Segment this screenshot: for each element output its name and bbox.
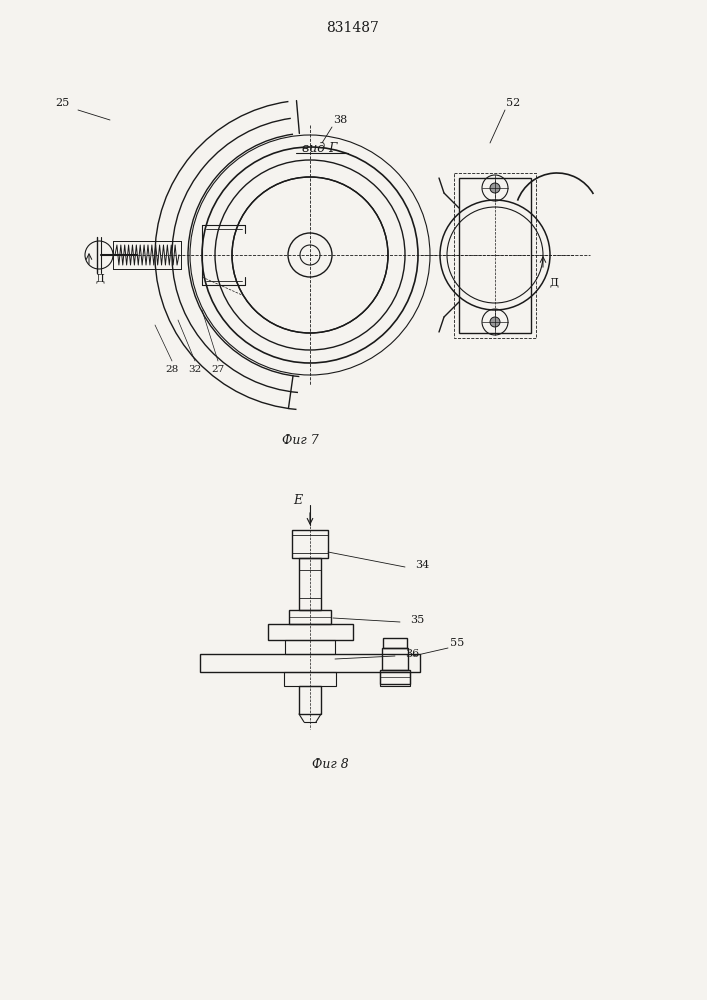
Bar [383,638,407,648]
Text: Фиг 8: Фиг 8 [312,758,349,770]
Bar [268,624,353,640]
Bar [285,640,335,654]
Bar [459,178,531,333]
Text: Д: Д [549,277,558,287]
Text: 52: 52 [506,98,520,108]
Text: Е: Е [293,493,302,506]
Bar [380,670,410,684]
Text: Фиг 7: Фиг 7 [281,434,318,446]
Text: 38: 38 [333,115,347,125]
Circle shape [490,317,500,327]
Circle shape [232,177,388,333]
Text: 831487: 831487 [327,21,380,35]
Text: 25: 25 [55,98,69,108]
Bar [382,648,408,670]
Text: 28: 28 [165,365,179,374]
Bar [284,672,336,686]
Bar [200,654,420,672]
Circle shape [288,233,332,277]
Text: 34: 34 [415,560,429,570]
Text: вид Г: вид Г [303,141,338,154]
Bar [299,558,321,610]
Text: 55: 55 [450,638,464,648]
Text: Д: Д [95,273,104,283]
Bar [292,530,328,558]
Text: 36: 36 [405,649,419,659]
Bar [380,672,410,686]
Text: 27: 27 [211,365,225,374]
Bar [299,686,321,714]
Circle shape [490,183,500,193]
Bar [289,610,331,624]
Bar [454,173,536,338]
Text: 35: 35 [410,615,424,625]
Text: 32: 32 [188,365,201,374]
